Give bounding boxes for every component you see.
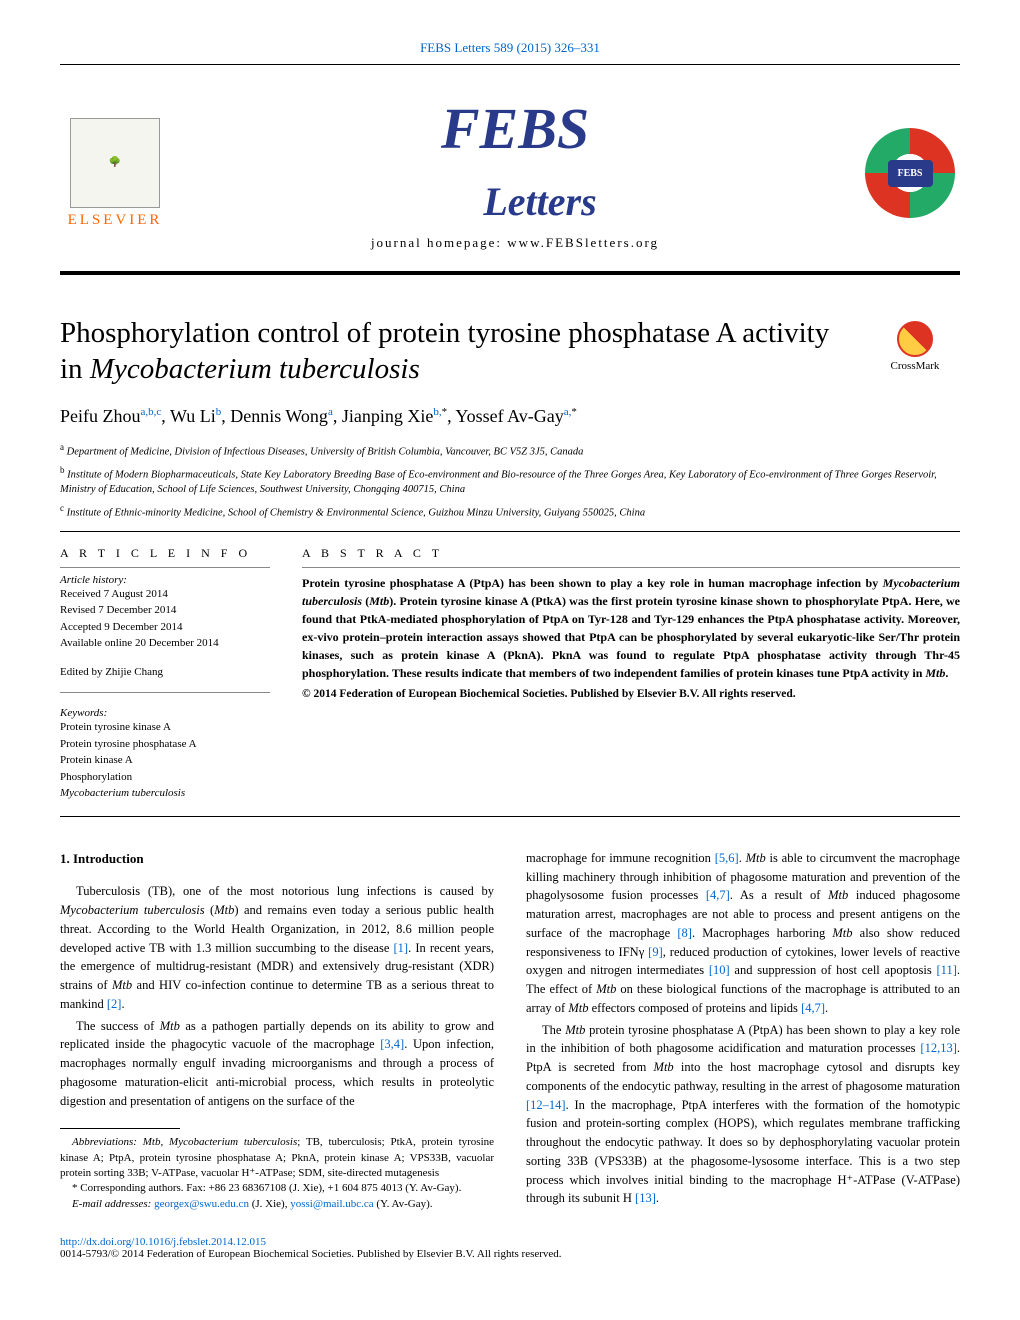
author-1: Peifu Zhou — [60, 406, 141, 426]
intro-p1: Tuberculosis (TB), one of the most notor… — [60, 882, 494, 1013]
keyword-4: Phosphorylation — [60, 769, 270, 786]
crossmark-icon — [897, 321, 933, 357]
journal-homepage: journal homepage: www.FEBSletters.org — [170, 235, 860, 251]
title-line2-em: Mycobacterium tuberculosis — [90, 353, 420, 385]
keyword-5: Mycobacterium tuberculosis — [60, 785, 270, 802]
ref-9[interactable]: [9] — [648, 945, 663, 959]
ref-3-4[interactable]: [3,4] — [380, 1037, 404, 1051]
journal-logo: FEBSLetters — [170, 95, 860, 229]
author-5-ast: * — [571, 406, 577, 418]
elsevier-tree-icon: 🌳 — [70, 118, 160, 208]
author-3-sup: a — [328, 406, 333, 418]
title-line2-pre: in — [60, 353, 90, 385]
info-heading: A R T I C L E I N F O — [60, 546, 270, 561]
history-label: Article history: — [60, 574, 270, 586]
history-online: Available online 20 December 2014 — [60, 635, 270, 652]
affiliation-b: b Institute of Modern Biopharmaceuticals… — [60, 464, 960, 498]
page-footer: http://dx.doi.org/10.1016/j.febslet.2014… — [60, 1236, 960, 1260]
corresponding-footnote: * Corresponding authors. Fax: +86 23 683… — [60, 1181, 494, 1196]
thick-rule — [60, 271, 960, 275]
abstract: A B S T R A C T Protein tyrosine phospha… — [302, 546, 960, 802]
crossmark-badge[interactable]: CrossMark — [870, 321, 960, 372]
ref-2[interactable]: [2] — [107, 997, 122, 1011]
affiliation-a: a Department of Medicine, Division of In… — [60, 441, 960, 460]
edited-by: Edited by Zhijie Chang — [60, 664, 270, 681]
keywords-label: Keywords: — [60, 707, 270, 719]
article-info: A R T I C L E I N F O Article history: R… — [60, 546, 270, 802]
abstract-copyright: © 2014 Federation of European Biochemica… — [302, 688, 960, 700]
right-column: macrophage for immune recognition [5,6].… — [526, 849, 960, 1212]
elsevier-text: ELSEVIER — [60, 212, 170, 229]
citation-header: FEBS Letters 589 (2015) 326–331 — [60, 40, 960, 56]
doi-link[interactable]: http://dx.doi.org/10.1016/j.febslet.2014… — [60, 1236, 960, 1248]
author-5: Yossef Av-Gay — [455, 406, 563, 426]
col2-p1: macrophage for immune recognition [5,6].… — [526, 849, 960, 1018]
authors: Peifu Zhoua,b,c, Wu Lib, Dennis Wonga, J… — [60, 406, 960, 427]
col2-p2: The Mtb protein tyrosine phosphatase A (… — [526, 1021, 960, 1209]
ref-12-13[interactable]: [12,13] — [920, 1041, 956, 1055]
abstract-text: Protein tyrosine phosphatase A (PtpA) ha… — [302, 574, 960, 682]
ref-10[interactable]: [10] — [709, 963, 730, 977]
title-row: Phosphorylation control of protein tyros… — [60, 315, 960, 388]
email-link-2[interactable]: yossi@mail.ubc.ca — [290, 1198, 373, 1210]
article-title: Phosphorylation control of protein tyros… — [60, 315, 850, 388]
author-3: Dennis Wong — [230, 406, 328, 426]
keyword-3: Protein kinase A — [60, 752, 270, 769]
journal-header: 🌳 ELSEVIER FEBSLetters journal homepage:… — [60, 85, 960, 271]
febs-badge: FEBS — [888, 160, 933, 187]
abstract-heading: A B S T R A C T — [302, 546, 960, 561]
ref-5-6[interactable]: [5,6] — [715, 851, 739, 865]
crossmark-label: CrossMark — [891, 360, 940, 372]
keyword-1: Protein tyrosine kinase A — [60, 719, 270, 736]
homepage-url[interactable]: www.FEBSletters.org — [507, 235, 659, 250]
left-column: 1. Introduction Tuberculosis (TB), one o… — [60, 849, 494, 1212]
ref-4-7a[interactable]: [4,7] — [706, 888, 730, 902]
ref-13[interactable]: [13] — [635, 1191, 656, 1205]
history-revised: Revised 7 December 2014 — [60, 602, 270, 619]
affiliation-c: c Institute of Ethnic-minority Medicine,… — [60, 502, 960, 521]
rule — [60, 531, 960, 532]
ref-1[interactable]: [1] — [394, 941, 409, 955]
email-footnote: E-mail addresses: georgex@swu.edu.cn (J.… — [60, 1197, 494, 1212]
title-line1: Phosphorylation control of protein tyros… — [60, 317, 829, 349]
info-abstract-row: A R T I C L E I N F O Article history: R… — [60, 546, 960, 802]
febs-society-icon: FEBS — [860, 123, 960, 223]
elsevier-logo: 🌳 ELSEVIER — [60, 118, 170, 229]
footer-copyright: 0014-5793/© 2014 Federation of European … — [60, 1248, 960, 1260]
intro-heading: 1. Introduction — [60, 849, 494, 869]
keywords-block: Keywords: Protein tyrosine kinase A Prot… — [60, 707, 270, 802]
ref-12-14[interactable]: [12–14] — [526, 1098, 566, 1112]
history-accepted: Accepted 9 December 2014 — [60, 619, 270, 636]
rule — [60, 816, 960, 817]
ref-11[interactable]: [11] — [937, 963, 957, 977]
email-link-1[interactable]: georgex@swu.edu.cn — [154, 1198, 249, 1210]
abbreviations-footnote: Abbreviations: Mtb, Mycobacterium tuberc… — [60, 1135, 494, 1181]
ref-8[interactable]: [8] — [677, 926, 692, 940]
author-4-ast: * — [442, 406, 448, 418]
author-2: Wu Li — [170, 406, 216, 426]
author-4-sup: b, — [433, 406, 441, 418]
rule — [60, 64, 960, 65]
journal-logo-block: FEBSLetters journal homepage: www.FEBSle… — [170, 95, 860, 251]
author-2-sup: b — [216, 406, 222, 418]
author-4: Jianping Xie — [342, 406, 434, 426]
history-received: Received 7 August 2014 — [60, 586, 270, 603]
body-text: 1. Introduction Tuberculosis (TB), one o… — [60, 849, 960, 1212]
author-1-sup: a,b,c — [141, 406, 162, 418]
keyword-2: Protein tyrosine phosphatase A — [60, 736, 270, 753]
intro-p2: The success of Mtb as a pathogen partial… — [60, 1017, 494, 1111]
ref-4-7b[interactable]: [4,7] — [801, 1001, 825, 1015]
homepage-label: journal homepage: — [371, 235, 507, 250]
footnote-rule — [60, 1128, 180, 1129]
